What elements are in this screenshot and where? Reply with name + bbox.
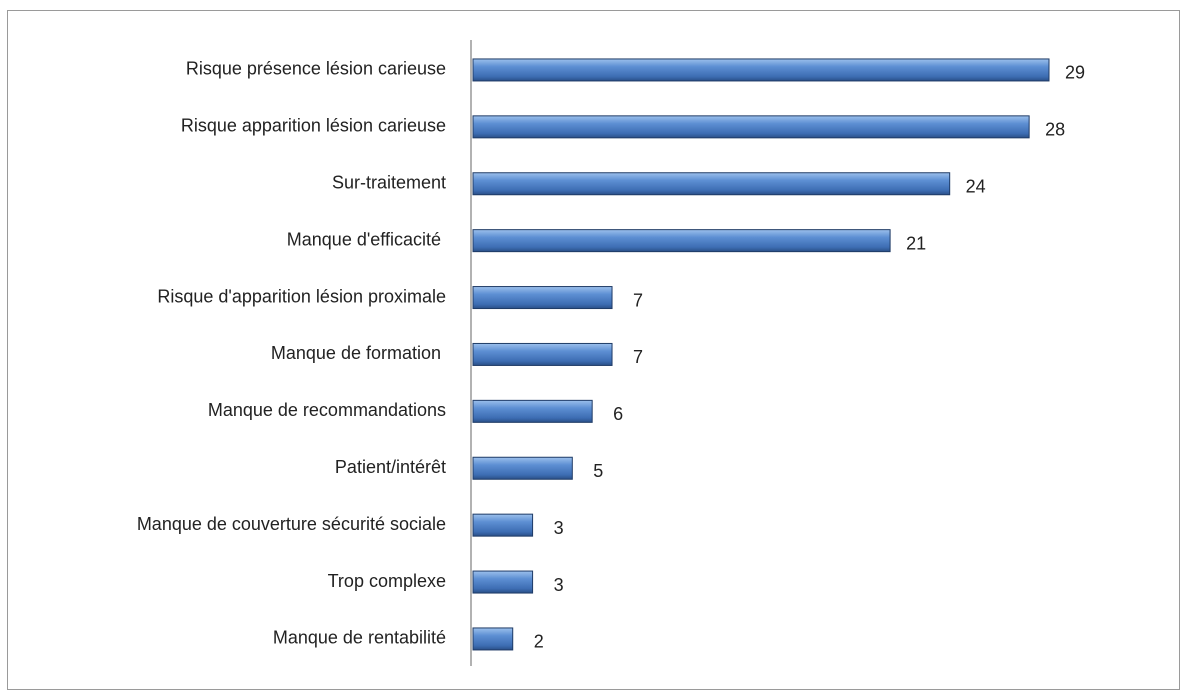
y-tick-label: Manque de couverture sécurité sociale <box>137 514 446 534</box>
y-tick-label: Trop complexe <box>328 571 446 591</box>
bar <box>472 58 1050 82</box>
y-tick-label: Sur-traitement <box>332 173 446 193</box>
data-label: 24 <box>966 177 986 197</box>
data-label: 3 <box>554 575 564 595</box>
bar <box>472 342 613 366</box>
data-label: 7 <box>633 347 643 367</box>
bar <box>472 627 514 651</box>
y-tick-label: Manque d'efficacité <box>287 229 446 249</box>
y-tick-label: Manque de recommandations <box>208 400 446 420</box>
data-label: 5 <box>593 461 603 481</box>
y-tick-label: Risque d'apparition lésion proximale <box>157 286 446 306</box>
bar <box>472 570 534 594</box>
bar <box>472 172 951 196</box>
data-label: 28 <box>1045 120 1065 140</box>
bar <box>472 513 534 537</box>
data-label: 29 <box>1065 63 1085 83</box>
y-tick-label: Risque apparition lésion carieuse <box>181 116 446 136</box>
bar <box>472 115 1030 139</box>
y-tick-label: Risque présence lésion carieuse <box>186 59 446 79</box>
y-tick-label: Manque de rentabilité <box>273 628 446 648</box>
data-label: 6 <box>613 404 623 424</box>
bar <box>472 456 573 480</box>
data-label: 3 <box>554 518 564 538</box>
data-label: 2 <box>534 632 544 652</box>
y-tick-label: Manque de formation <box>271 343 446 363</box>
bar <box>472 399 593 423</box>
data-label: 7 <box>633 290 643 310</box>
bar <box>472 286 613 310</box>
bar <box>472 229 891 253</box>
data-label: 21 <box>906 233 926 253</box>
y-tick-label: Patient/intérêt <box>335 457 446 477</box>
